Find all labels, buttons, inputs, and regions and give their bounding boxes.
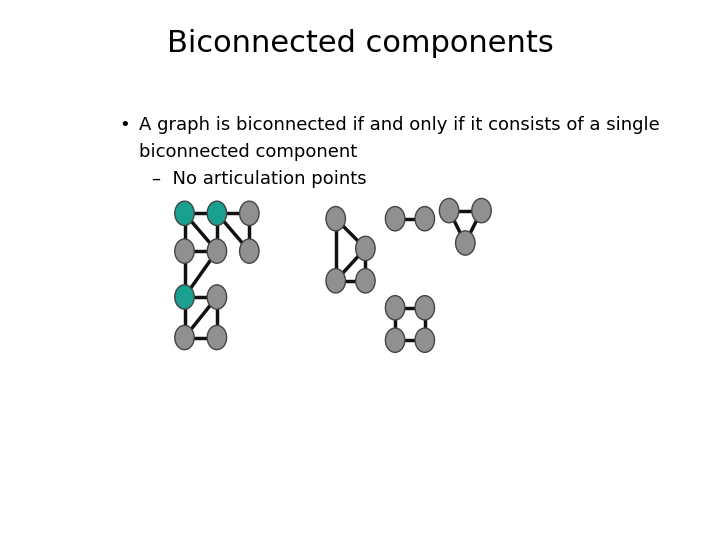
Ellipse shape — [175, 325, 194, 350]
Ellipse shape — [207, 325, 227, 350]
Ellipse shape — [356, 269, 375, 293]
Ellipse shape — [385, 206, 405, 231]
Text: •: • — [120, 116, 130, 134]
Ellipse shape — [175, 239, 194, 263]
Text: –  No articulation points: – No articulation points — [152, 170, 366, 188]
Ellipse shape — [326, 269, 346, 293]
Ellipse shape — [207, 201, 227, 226]
Ellipse shape — [240, 239, 259, 263]
Ellipse shape — [472, 199, 491, 222]
Ellipse shape — [207, 239, 227, 263]
Ellipse shape — [415, 295, 435, 320]
Ellipse shape — [175, 285, 194, 309]
Ellipse shape — [456, 231, 475, 255]
Ellipse shape — [207, 285, 227, 309]
Ellipse shape — [385, 328, 405, 352]
Ellipse shape — [240, 201, 259, 226]
Ellipse shape — [385, 295, 405, 320]
Text: A graph is biconnected if and only if it consists of a single: A graph is biconnected if and only if it… — [138, 116, 660, 134]
Ellipse shape — [326, 206, 346, 231]
Ellipse shape — [439, 199, 459, 222]
Text: biconnected component: biconnected component — [138, 143, 357, 161]
Ellipse shape — [415, 328, 435, 352]
Text: Biconnected components: Biconnected components — [166, 29, 554, 58]
Ellipse shape — [356, 237, 375, 260]
Ellipse shape — [415, 206, 435, 231]
Ellipse shape — [175, 201, 194, 226]
